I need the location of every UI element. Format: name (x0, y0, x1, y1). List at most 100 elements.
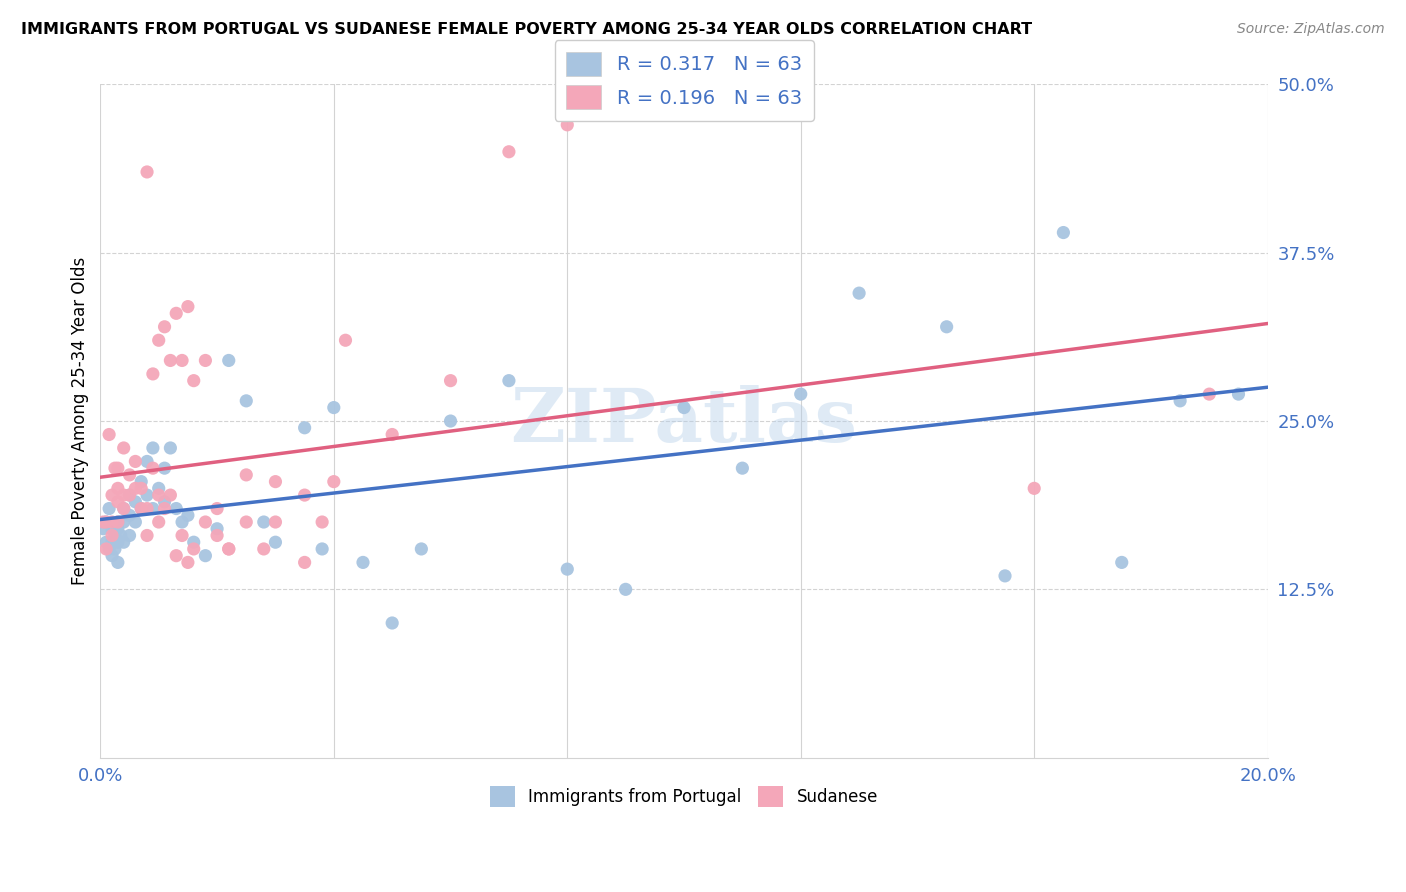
Point (96, 541, 118, 556)
Point (159, 353, 181, 368)
Point (107, 556, 129, 570)
Point (411, 541, 433, 556)
Point (142, 441, 165, 455)
Point (91, 515, 114, 529)
Point (294, 421, 316, 435)
Point (118, 508, 141, 523)
Point (129, 501, 152, 516)
Point (148, 488, 170, 502)
Point (129, 501, 152, 516)
Point (153, 495, 176, 509)
Point (104, 541, 127, 556)
Point (555, 118, 578, 132)
Point (294, 556, 316, 570)
Point (104, 461, 127, 475)
Text: ZIPatlas: ZIPatlas (510, 384, 858, 458)
Point (381, 615, 404, 630)
Point (124, 454, 146, 468)
Point (118, 528, 141, 542)
Point (112, 535, 135, 549)
Point (672, 401, 695, 415)
Point (148, 481, 170, 495)
Point (153, 319, 176, 334)
Point (107, 495, 129, 509)
Point (935, 319, 957, 334)
Point (112, 515, 135, 529)
Point (136, 501, 159, 516)
Point (1052, 226, 1074, 240)
Point (218, 353, 240, 368)
Point (205, 522, 228, 536)
Point (112, 501, 135, 516)
Point (194, 353, 217, 368)
Point (165, 306, 187, 320)
Point (439, 374, 461, 388)
Point (381, 427, 404, 442)
Point (142, 501, 165, 516)
Point (96, 515, 118, 529)
Point (235, 467, 257, 482)
Point (101, 515, 124, 529)
Point (91, 522, 114, 536)
Point (194, 515, 217, 529)
Point (148, 515, 170, 529)
Point (118, 488, 141, 502)
Point (335, 333, 357, 347)
Point (848, 286, 870, 301)
Point (129, 481, 152, 495)
Point (112, 501, 135, 516)
Point (136, 454, 159, 468)
Point (498, 374, 520, 388)
Text: IMMIGRANTS FROM PORTUGAL VS SUDANESE FEMALE POVERTY AMONG 25-34 YEAR OLDS CORREL: IMMIGRANTS FROM PORTUGAL VS SUDANESE FEM… (21, 22, 1032, 37)
Point (311, 541, 333, 556)
Point (218, 541, 240, 556)
Point (253, 515, 276, 529)
Point (98, 501, 121, 516)
Point (614, 582, 637, 597)
Point (110, 528, 132, 542)
Point (170, 353, 193, 368)
Point (235, 515, 257, 529)
Point (1111, 556, 1133, 570)
Point (183, 541, 205, 556)
Point (218, 541, 240, 556)
Point (177, 300, 200, 314)
Point (101, 522, 124, 536)
Point (124, 515, 146, 529)
Point (101, 535, 124, 549)
Point (790, 387, 813, 401)
Point (129, 475, 152, 489)
Point (107, 515, 129, 529)
Point (1024, 481, 1046, 495)
Point (101, 528, 124, 542)
Point (322, 401, 344, 415)
Point (148, 333, 170, 347)
Point (136, 488, 159, 502)
Point (107, 461, 129, 475)
Point (107, 535, 129, 549)
Point (153, 501, 176, 516)
Point (142, 367, 165, 381)
Legend: Immigrants from Portugal, Sudanese: Immigrants from Portugal, Sudanese (484, 780, 884, 814)
Point (124, 495, 146, 509)
Point (96, 535, 118, 549)
Point (1168, 393, 1191, 408)
Point (294, 488, 316, 502)
Point (101, 488, 124, 502)
Point (170, 528, 193, 542)
Point (731, 461, 754, 475)
Point (177, 508, 200, 523)
Point (118, 467, 141, 482)
Point (136, 165, 159, 179)
Point (555, 562, 578, 576)
Point (107, 522, 129, 536)
Point (264, 515, 287, 529)
Point (118, 488, 141, 502)
Point (107, 515, 129, 529)
Point (498, 145, 520, 159)
Point (159, 441, 181, 455)
Point (311, 515, 333, 529)
Point (124, 481, 146, 495)
Point (112, 488, 135, 502)
Point (98, 427, 121, 442)
